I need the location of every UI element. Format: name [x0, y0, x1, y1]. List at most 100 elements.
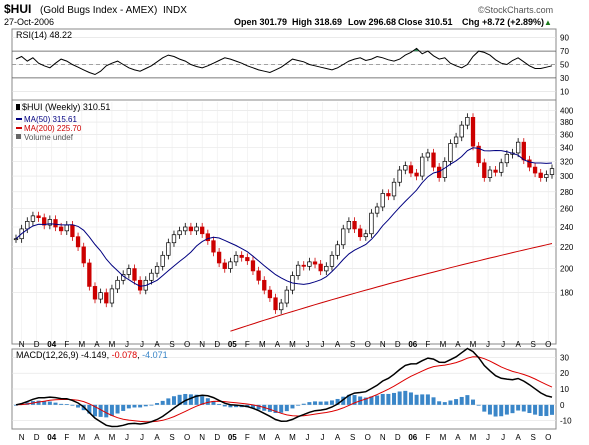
x-tick-label-top: D	[34, 340, 40, 349]
candle-body	[532, 166, 538, 174]
candle-body	[98, 292, 103, 300]
x-tick-label-top: N	[19, 340, 25, 349]
candle-body	[363, 233, 368, 238]
x-tick-label-bottom: O	[365, 433, 371, 442]
candle-body	[81, 246, 86, 264]
x-tick-label-bottom: O	[184, 433, 190, 442]
macd-histogram-bar	[115, 404, 120, 414]
candle-body	[442, 160, 447, 178]
candle-body	[256, 270, 261, 281]
candle-body	[284, 289, 289, 304]
candle-body	[115, 279, 120, 290]
ma200-legend: MA(200) 225.70	[24, 124, 82, 133]
price-legend-swatch	[16, 104, 20, 110]
x-tick-label-bottom: A	[335, 433, 341, 442]
price-tick-label: 240	[560, 223, 574, 232]
x-tick-label-bottom: 06	[408, 433, 417, 442]
candle-body	[346, 221, 352, 230]
macd-histogram-bar	[36, 400, 41, 405]
macd-histogram-bar	[414, 394, 419, 405]
candle-body	[36, 215, 41, 219]
x-tick-label-top: F	[425, 340, 430, 349]
macd-histogram-bar	[234, 404, 239, 408]
candle-body	[239, 254, 244, 258]
x-tick-label-bottom: M	[289, 433, 296, 442]
x-tick-label-top: J	[486, 340, 490, 349]
macd-histogram-bar	[550, 404, 554, 415]
macd-histogram-bar	[408, 392, 413, 405]
macd-plot: -10 0 10 20 30	[12, 347, 572, 428]
macd-histogram-bar	[459, 396, 464, 405]
candle-body	[177, 230, 182, 236]
candle-body	[64, 224, 69, 232]
macd-histogram-bar	[126, 404, 131, 409]
macd-histogram-bar	[431, 397, 436, 405]
macd-histogram-bar	[98, 404, 103, 417]
x-tick-label-bottom: 05	[228, 433, 237, 442]
macd-histogram-bar	[273, 404, 278, 414]
macd-histogram-bar	[324, 401, 329, 405]
macd-tick-label: 0	[560, 401, 565, 410]
macd-histogram-bar	[375, 395, 380, 405]
macd-histogram-bar	[222, 404, 227, 407]
macd-histogram-bar	[510, 404, 515, 414]
macd-histogram-bar	[346, 394, 351, 405]
symbol-label: $HUI	[4, 2, 31, 16]
candle-body	[233, 254, 239, 263]
x-tick-label-bottom: J	[501, 433, 505, 442]
open-value: Open 301.79	[234, 17, 287, 27]
macd-histogram-bar	[177, 394, 182, 405]
macd-histogram-bar	[386, 393, 391, 405]
macd-histogram-bar	[313, 401, 318, 405]
candle-body	[335, 244, 340, 256]
candle-body	[431, 152, 436, 168]
x-tick-label-bottom: J	[306, 433, 310, 442]
macd-histogram-bar	[341, 396, 346, 405]
x-tick-label-bottom: A	[455, 433, 461, 442]
macd-tick-label: 30	[560, 353, 569, 362]
candle-body	[414, 172, 419, 177]
x-tick-label-bottom: N	[199, 433, 205, 442]
macd-histogram-bar	[64, 404, 69, 405]
macd-histogram-bar	[166, 398, 171, 405]
price-tick-label: 340	[560, 143, 574, 152]
macd-histogram-bar	[516, 404, 521, 411]
x-tick-label-bottom: M	[440, 433, 447, 442]
x-tick-label-top: 05	[228, 340, 237, 349]
macd-histogram-bar	[267, 404, 272, 412]
x-tick-label-bottom: A	[515, 433, 521, 442]
macd-histogram-bar	[493, 404, 498, 417]
candle-body	[465, 117, 470, 126]
x-tick-label-top: F	[245, 340, 250, 349]
candle-body	[245, 257, 250, 262]
macd-histogram-bar	[527, 404, 532, 414]
rsi-tick-label: 50	[560, 61, 569, 70]
macd-histogram-bar	[487, 404, 492, 415]
macd-histogram-bar	[538, 404, 543, 416]
x-tick-label-top: M	[440, 340, 447, 349]
candle-body	[538, 172, 543, 178]
candle-body	[211, 240, 216, 253]
macd-histogram-bar	[183, 393, 188, 405]
candle-body	[318, 263, 323, 272]
low-value: Low 296.68	[348, 17, 396, 27]
macd-histogram-bar	[53, 402, 58, 405]
candle-body	[374, 206, 380, 214]
x-tick-label-bottom: M	[78, 433, 85, 442]
macd-histogram-bar	[369, 396, 374, 405]
macd-histogram-bar	[437, 401, 442, 405]
candle-body	[341, 228, 346, 246]
ma200-line	[230, 243, 553, 332]
candle-body	[527, 159, 532, 168]
candle-body	[171, 234, 177, 244]
candle-body	[391, 181, 397, 197]
x-tick-label-bottom: 04	[47, 433, 56, 442]
price-legend: $HUI (Weekly) 310.51	[22, 102, 110, 112]
macd-histogram-bar	[335, 398, 340, 405]
macd-histogram-bar	[329, 400, 334, 405]
macd-histogram-bar	[59, 403, 64, 405]
macd-histogram-bar	[521, 404, 526, 412]
macd-histogram-bar	[284, 404, 289, 412]
x-tick-label-top: N	[380, 340, 386, 349]
